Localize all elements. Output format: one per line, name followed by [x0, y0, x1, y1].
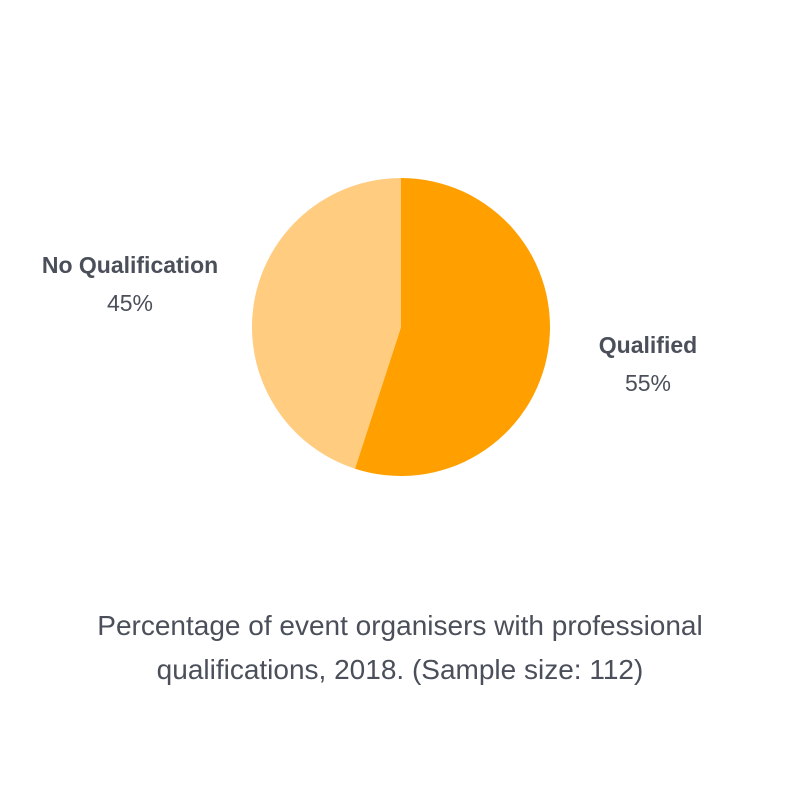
- pie-slice: [354, 178, 550, 476]
- pie-slice: [251, 178, 401, 469]
- slice-label: Qualified: [599, 332, 697, 358]
- slice-value-label: 45%: [107, 290, 153, 316]
- chart: Qualified 55% No Qualification 45%: [42, 178, 697, 476]
- slice-value-label: 55%: [625, 370, 671, 396]
- slice-label: No Qualification: [42, 252, 218, 278]
- chart-caption: Percentage of event organisers with prof…: [97, 610, 703, 685]
